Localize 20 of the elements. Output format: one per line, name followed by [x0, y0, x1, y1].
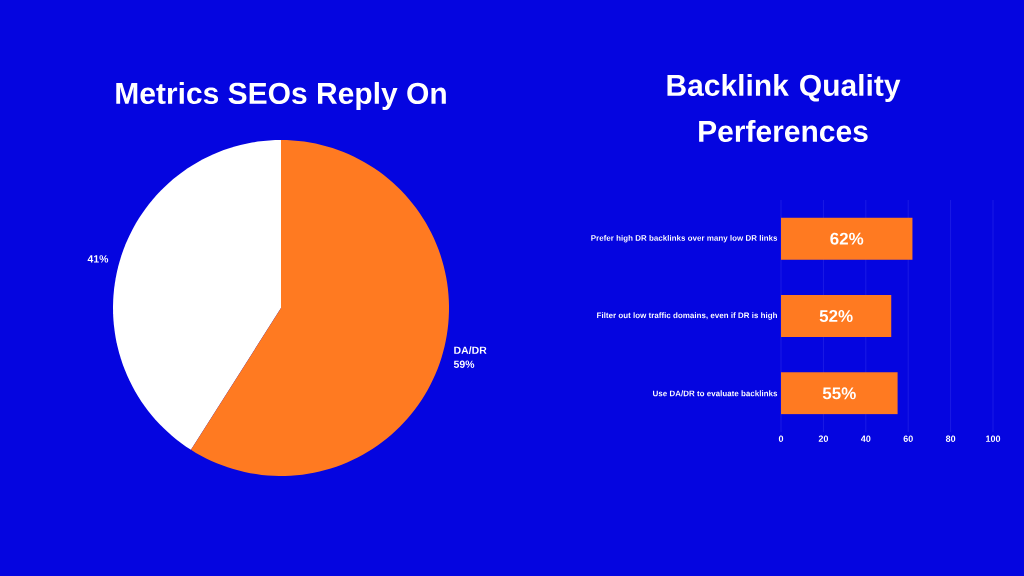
x-tick-label: 100: [986, 435, 1001, 442]
y-tick-label: Filter out low traffic domains, even if DR is high: [597, 312, 777, 320]
slice-label: DA/DR: [454, 346, 487, 355]
bar: [781, 295, 892, 337]
y-tick-label: Use DA/DR to evaluate backlinks: [653, 390, 778, 397]
data-label: 52%: [819, 309, 853, 323]
x-tick-label: 60: [903, 435, 913, 442]
x-tick-label: 40: [860, 435, 871, 442]
data-label: 59%: [453, 360, 475, 368]
chart-title: Backlink Quality Perferences: [667, 73, 901, 143]
chart-title: Metrics SEOs Reply On: [116, 82, 446, 110]
bar: [781, 372, 898, 415]
data-label: 62%: [830, 232, 864, 245]
y-tick-label: Prefer high DR backlinks over many low DR links: [591, 234, 778, 243]
x-tick-label: 0: [778, 435, 784, 442]
data-label: 55%: [822, 387, 856, 400]
data-label: 41%: [87, 255, 109, 263]
bar: [781, 217, 913, 260]
x-tick-label: 20: [818, 435, 829, 442]
x-tick-label: 80: [945, 435, 956, 442]
